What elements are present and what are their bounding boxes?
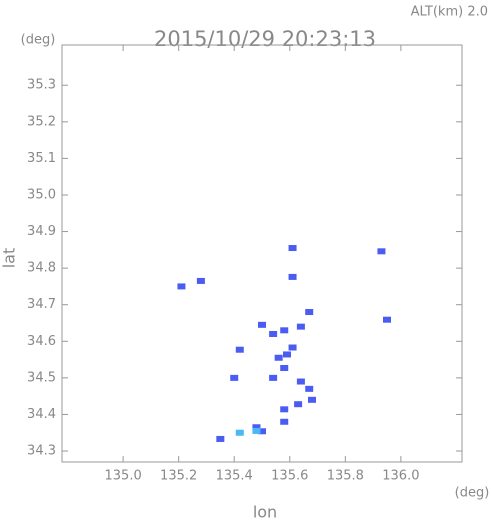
echo xyxy=(252,424,261,431)
echo xyxy=(288,344,297,351)
plot-frame xyxy=(61,44,463,463)
echo xyxy=(230,374,239,381)
y-tick-label: 34.8 xyxy=(27,261,56,276)
echo xyxy=(258,321,266,328)
echo xyxy=(196,277,205,284)
subtitle: ALT(km) 2.0 xyxy=(411,5,488,20)
echo xyxy=(305,309,314,316)
echo xyxy=(296,323,305,330)
echo xyxy=(216,435,225,442)
echo xyxy=(235,346,244,353)
echo xyxy=(258,428,266,435)
y-tick-label: 35.2 xyxy=(27,114,56,129)
x-tick-label: 135.0 xyxy=(105,469,142,484)
x-unit: (deg) xyxy=(455,486,490,501)
echo xyxy=(252,427,261,434)
echo xyxy=(288,273,297,280)
y-label: lat xyxy=(0,248,19,269)
x-tick-label: 135.8 xyxy=(327,469,364,484)
echo xyxy=(288,245,297,252)
chart-title: 2015/10/29 20:23:13 xyxy=(154,27,376,51)
y-tick-label: 35.1 xyxy=(27,151,56,166)
x-tick-label: 135.4 xyxy=(216,469,253,484)
echo xyxy=(269,374,278,381)
y-tick-label: 34.3 xyxy=(27,444,56,459)
echo xyxy=(274,354,283,361)
y-tick-label: 34.4 xyxy=(27,407,56,422)
echo xyxy=(280,418,289,425)
echo xyxy=(283,351,291,358)
y-unit: (deg) xyxy=(21,33,56,48)
y-tick-label: 34.9 xyxy=(27,224,56,239)
echo xyxy=(294,401,303,408)
x-tick-label: 135.6 xyxy=(271,469,308,484)
x-label: lon xyxy=(253,503,277,521)
y-tick-label: 34.7 xyxy=(27,297,56,312)
y-tick-label: 35.3 xyxy=(27,78,56,93)
echo xyxy=(280,327,289,334)
echo xyxy=(269,330,278,337)
y-tick-label: 34.5 xyxy=(27,370,56,385)
echo xyxy=(305,385,314,392)
echo xyxy=(235,429,244,436)
y-tick-label: 34.6 xyxy=(27,334,56,349)
echo xyxy=(308,396,316,403)
x-tick-label: 135.2 xyxy=(160,469,197,484)
echo xyxy=(296,378,305,385)
x-tick-label: 136.0 xyxy=(382,469,419,484)
echo xyxy=(177,283,186,290)
echo xyxy=(383,316,391,323)
echo xyxy=(377,248,386,255)
echo xyxy=(280,406,289,413)
echo xyxy=(280,364,289,371)
y-tick-label: 35.0 xyxy=(27,187,56,202)
